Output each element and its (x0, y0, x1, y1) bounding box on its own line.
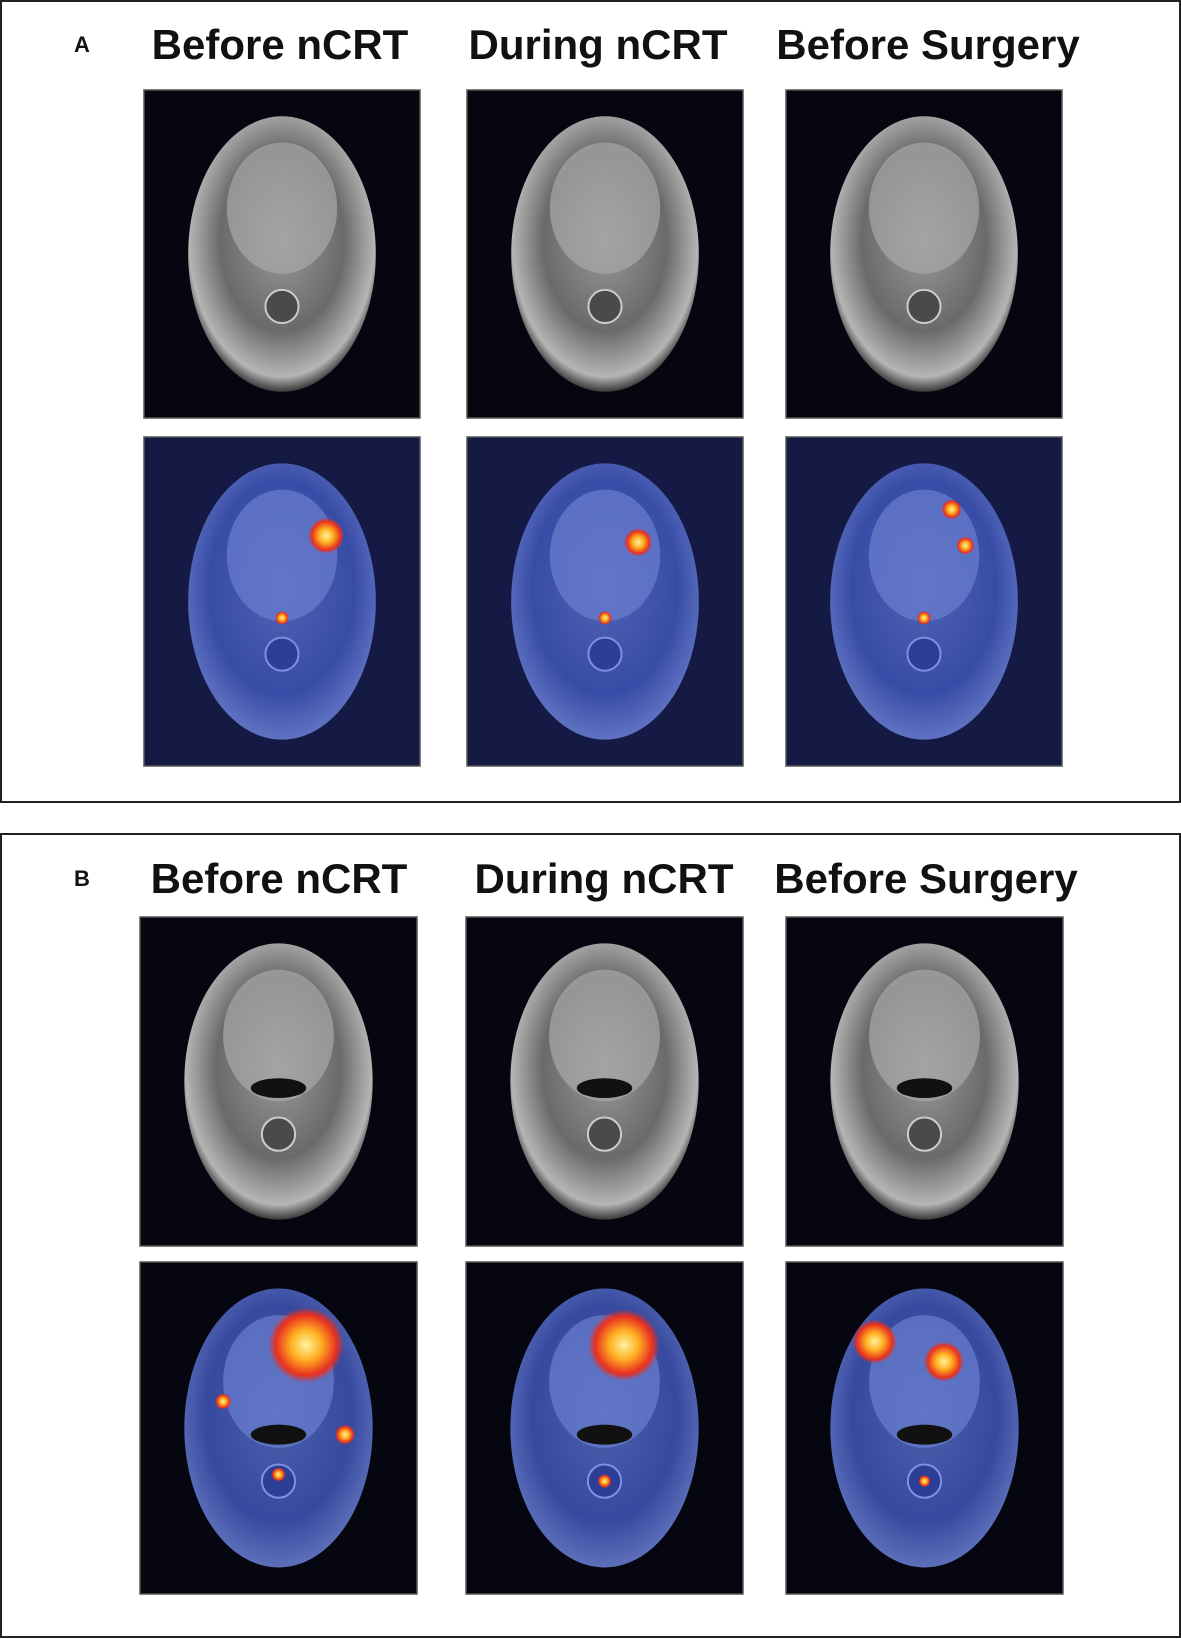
pet-image (139, 1261, 418, 1595)
jaw-region (868, 142, 980, 274)
vertebra (264, 288, 300, 325)
pet-image (465, 1261, 744, 1595)
jaw-region (549, 489, 661, 622)
uptake-spot (275, 610, 289, 625)
jaw-region (226, 489, 338, 622)
uptake-spot (918, 1475, 931, 1488)
vertebra (264, 636, 300, 672)
uptake-spot (923, 1341, 964, 1382)
vertebra (586, 1116, 623, 1152)
airway (576, 1078, 633, 1098)
vertebra (906, 1116, 943, 1152)
pet-image (143, 436, 421, 767)
mri-image (139, 916, 418, 1247)
jaw-region (549, 142, 661, 274)
uptake-spot (852, 1319, 897, 1364)
jaw-region (549, 969, 660, 1102)
panel-label: B (74, 866, 90, 891)
uptake-spot (271, 1467, 286, 1482)
airway (896, 1424, 953, 1445)
uptake-spot (334, 1424, 355, 1445)
uptake-spot (268, 1307, 345, 1383)
uptake-spot (598, 610, 612, 625)
mri-image (466, 89, 744, 419)
panel-label: A (74, 32, 90, 57)
jaw-region (868, 489, 980, 622)
vertebra (587, 636, 623, 672)
airway (576, 1424, 633, 1445)
pet-image (785, 1261, 1064, 1595)
uptake-spot (215, 1393, 232, 1410)
uptake-spot (917, 610, 931, 625)
vertebra (587, 288, 623, 325)
column-heading: During nCRT (475, 855, 734, 902)
uptake-spot (624, 528, 653, 557)
uptake-spot (587, 1309, 660, 1381)
vertebra (906, 636, 942, 672)
column-heading: During nCRT (469, 21, 728, 68)
mri-image (465, 916, 744, 1247)
jaw-region (226, 142, 338, 274)
jaw-region (869, 969, 980, 1102)
airway (250, 1424, 307, 1445)
vertebra (260, 1116, 297, 1152)
panel-border (0, 0, 1181, 803)
mri-image (143, 89, 421, 419)
panels: A Before nCRT During nCRT Before Surgery B Be… (74, 21, 1080, 1595)
airway (896, 1078, 953, 1098)
pet-image (785, 436, 1063, 767)
uptake-spot (308, 517, 345, 554)
mri-image (785, 916, 1064, 1247)
mri-image (785, 89, 1063, 419)
panel-border (0, 833, 1181, 1638)
column-heading: Before nCRT (152, 21, 409, 68)
pet-image (466, 436, 744, 767)
column-heading: Before nCRT (151, 855, 408, 902)
column-heading: Before Surgery (774, 855, 1078, 902)
uptake-spot (597, 1474, 612, 1489)
uptake-spot (956, 536, 975, 555)
airway (250, 1078, 307, 1098)
column-heading: Before Surgery (776, 21, 1080, 68)
uptake-spot (941, 499, 962, 520)
jaw-region (223, 969, 334, 1102)
vertebra (906, 288, 942, 325)
